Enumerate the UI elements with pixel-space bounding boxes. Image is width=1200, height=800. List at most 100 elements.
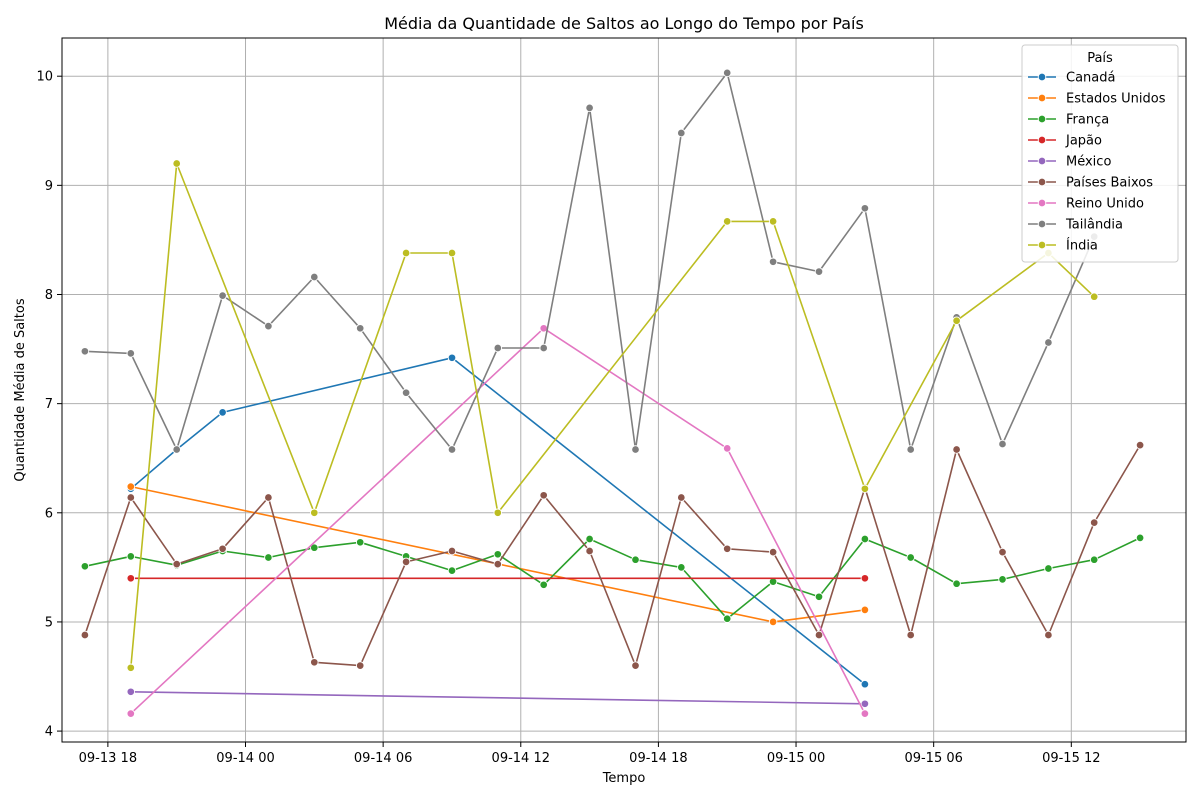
- y-tick-label: 4: [45, 725, 53, 740]
- series-4: [126, 687, 870, 709]
- data-point: [126, 552, 136, 561]
- data-point: [814, 630, 824, 640]
- data-point: [355, 538, 365, 547]
- data-point: [126, 493, 136, 502]
- series-line: [84, 444, 1141, 667]
- data-point: [860, 204, 870, 213]
- data-point: [860, 699, 870, 709]
- data-point: [768, 257, 778, 267]
- legend-swatch-marker: [1037, 93, 1047, 103]
- data-point: [860, 574, 870, 583]
- data-point: [1044, 564, 1053, 573]
- legend-label: Japão: [1065, 134, 1102, 149]
- legend-item: Reino Unido: [1028, 197, 1144, 212]
- data-point: [768, 547, 778, 557]
- legend-label: México: [1066, 155, 1111, 170]
- legend-swatch-marker: [1037, 198, 1047, 208]
- series-2: [80, 533, 1145, 623]
- data-point: [80, 347, 90, 356]
- data-point: [906, 445, 915, 454]
- data-point: [310, 508, 319, 518]
- data-point: [493, 508, 503, 518]
- data-point: [447, 546, 457, 556]
- series-3: [126, 574, 870, 583]
- legend-label: Canadá: [1066, 71, 1115, 86]
- legend-box: [1021, 44, 1179, 263]
- data-point: [1135, 533, 1145, 543]
- data-point: [860, 484, 870, 494]
- data-point: [677, 128, 686, 138]
- series-5: [80, 440, 1145, 670]
- data-point: [126, 482, 136, 491]
- data-point: [80, 562, 90, 571]
- data-point: [447, 353, 457, 363]
- series-line: [130, 327, 866, 715]
- data-point: [722, 444, 732, 453]
- data-point: [126, 349, 136, 358]
- x-tick-label: 09-15 12: [1042, 751, 1100, 766]
- y-tick-label: 10: [36, 70, 53, 85]
- series-line: [84, 537, 1141, 620]
- data-point: [722, 614, 732, 623]
- series-line: [130, 691, 865, 705]
- legend-label: Índia: [1066, 238, 1098, 254]
- data-point: [401, 248, 411, 258]
- data-point: [310, 272, 319, 282]
- data-point: [401, 557, 411, 567]
- y-tick-label: 5: [45, 615, 53, 630]
- data-point: [952, 445, 961, 454]
- data-point: [998, 575, 1007, 584]
- data-point: [906, 630, 915, 640]
- series-8: [126, 159, 1099, 673]
- x-tick-label: 09-13 18: [79, 751, 137, 766]
- legend-swatch-marker: [1037, 240, 1047, 250]
- legend-item: Países Baixos: [1028, 176, 1153, 191]
- data-point: [310, 658, 319, 667]
- data-point: [585, 546, 594, 556]
- data-point: [126, 574, 136, 583]
- legend-label: Países Baixos: [1066, 176, 1153, 191]
- data-point: [493, 559, 503, 569]
- chart-title: Média da Quantidade de Saltos ao Longo d…: [384, 14, 864, 33]
- series-7: [80, 68, 1099, 454]
- legend-title: País: [1087, 51, 1113, 66]
- legend-item: México: [1028, 155, 1111, 170]
- legend-swatch-marker: [1037, 177, 1047, 187]
- x-tick-label: 09-14 12: [492, 751, 550, 766]
- x-tick-label: 09-15 00: [767, 751, 825, 766]
- x-tick-label: 09-14 06: [354, 751, 412, 766]
- legend-item: Estados Unidos: [1028, 92, 1166, 107]
- data-point: [80, 630, 90, 640]
- data-point: [126, 709, 136, 718]
- y-tick-label: 7: [45, 397, 53, 412]
- data-point: [722, 68, 732, 78]
- data-point: [860, 709, 870, 718]
- data-point: [264, 493, 273, 502]
- legend-swatch-marker: [1037, 135, 1047, 145]
- data-point: [172, 445, 181, 454]
- data-point: [677, 493, 686, 502]
- data-point: [218, 544, 227, 554]
- data-point: [814, 592, 824, 602]
- data-point: [631, 661, 640, 670]
- legend-label: França: [1066, 113, 1109, 128]
- data-point: [952, 579, 961, 588]
- data-point: [539, 343, 548, 353]
- data-point: [1089, 292, 1099, 301]
- data-point: [218, 291, 227, 300]
- legend-item: Japão: [1028, 134, 1102, 149]
- grid: [62, 38, 1186, 742]
- x-axis-title: Tempo: [602, 771, 646, 786]
- plot-frame: [61, 37, 1187, 743]
- data-point: [1135, 440, 1145, 450]
- data-point: [539, 580, 548, 590]
- data-point: [998, 547, 1007, 557]
- data-point: [677, 563, 686, 572]
- data-point: [1089, 518, 1099, 527]
- data-point: [722, 217, 732, 226]
- data-point: [768, 617, 778, 627]
- legend-swatch-marker: [1037, 114, 1047, 124]
